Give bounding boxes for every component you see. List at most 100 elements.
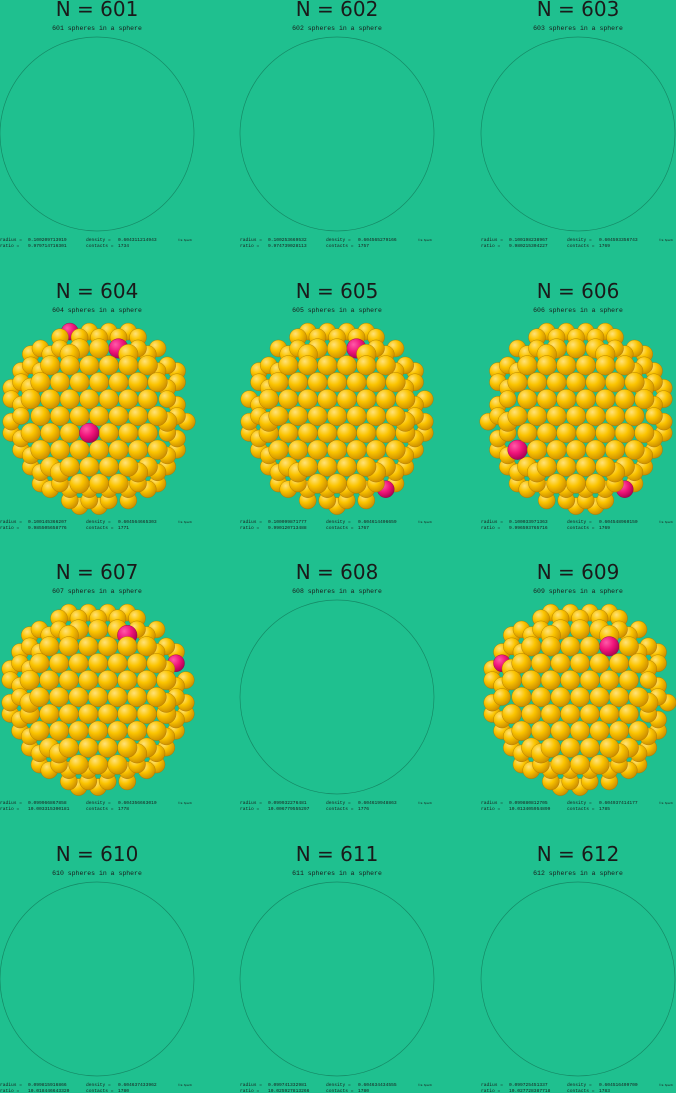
contacts-label: contacts = (567, 806, 595, 812)
sphere (97, 636, 118, 657)
sphere-packing (2, 322, 196, 515)
sphere (556, 456, 577, 477)
density-value: 0.604565279166 (358, 237, 397, 243)
radius-label: radius = (481, 519, 503, 525)
contacts-value: 1757 (358, 243, 369, 249)
sphere (268, 372, 289, 393)
sphere (30, 405, 51, 426)
sphere (118, 422, 139, 443)
sphere (565, 405, 586, 426)
sphere (79, 389, 100, 410)
contacts-label: contacts = (567, 525, 595, 531)
sphere (550, 686, 571, 707)
sphere (126, 720, 147, 741)
sphere (585, 473, 606, 494)
sphere (317, 456, 338, 477)
contacts-label: contacts = (326, 1088, 354, 1093)
radius-label: radius = (481, 237, 503, 243)
ratio-value: 9.979714716301 (28, 243, 67, 249)
sphere (531, 653, 552, 674)
panel-title: N = 611 (296, 842, 379, 866)
panel: N = 603 603 spheres in a sphere radius = 0.… (480, 0, 676, 249)
sphere (645, 407, 663, 425)
density-label: density = (567, 1082, 592, 1088)
credit: © E. Specht (178, 801, 192, 805)
sphere (108, 439, 129, 460)
sphere (50, 372, 71, 393)
sphere (511, 653, 532, 674)
panel-subtitle: 608 spheres in a sphere (292, 588, 382, 595)
sphere (569, 653, 590, 674)
sphere (78, 703, 99, 724)
sphere (307, 473, 328, 494)
sphere (565, 372, 586, 393)
sphere (624, 372, 645, 393)
sphere (579, 703, 600, 724)
sphere (536, 355, 557, 376)
contacts-value: 1771 (118, 525, 129, 531)
contacts-value: 1785 (599, 806, 610, 812)
panel-subtitle: 612 spheres in a sphere (533, 870, 623, 877)
sphere (550, 720, 571, 741)
sphere (493, 688, 511, 706)
sphere (375, 389, 396, 410)
radius-label: radius = (0, 1082, 22, 1088)
sphere (346, 439, 367, 460)
sphere (589, 720, 610, 741)
credit: © E. Specht (178, 238, 192, 242)
sphere (521, 703, 542, 724)
sphere (39, 670, 60, 691)
sphere (68, 754, 89, 775)
sphere (521, 636, 542, 657)
sphere (546, 405, 567, 426)
sphere (268, 439, 289, 460)
sphere (87, 754, 108, 775)
sphere (614, 389, 635, 410)
sphere (569, 720, 590, 741)
sphere (288, 405, 309, 426)
sphere (69, 439, 90, 460)
sphere (634, 422, 655, 443)
sphere (97, 703, 118, 724)
density-label: density = (567, 800, 592, 806)
sphere-packing (479, 322, 673, 515)
credit: © E. Specht (178, 1083, 192, 1087)
sphere (87, 686, 108, 707)
sphere (127, 439, 148, 460)
contacts-label: contacts = (86, 525, 114, 531)
sphere (365, 439, 386, 460)
sphere (356, 422, 377, 443)
sphere (546, 372, 567, 393)
sphere (68, 686, 89, 707)
ratio-value: 9.985505658776 (28, 525, 67, 531)
density-value: 0.604548960150 (599, 519, 638, 525)
sphere (385, 372, 406, 393)
sphere (595, 355, 616, 376)
sphere (608, 686, 629, 707)
sphere (108, 473, 129, 494)
sphere (317, 355, 338, 376)
sphere (614, 355, 635, 376)
panel-subtitle: 607 spheres in a sphere (52, 588, 142, 595)
sphere (608, 720, 629, 741)
sphere (385, 405, 406, 426)
density-label: density = (86, 1082, 111, 1088)
sphere (40, 422, 61, 443)
sphere (521, 670, 542, 691)
sphere (78, 636, 99, 657)
sphere (49, 686, 70, 707)
sphere (546, 473, 567, 494)
sphere (599, 737, 620, 758)
sphere (88, 473, 109, 494)
ratio-label: ratio = (481, 525, 501, 531)
sphere (579, 636, 600, 657)
ratio-value: 9.996593765716 (509, 525, 548, 531)
sphere (59, 355, 80, 376)
density-label: density = (326, 237, 351, 243)
sphere (79, 456, 100, 477)
sphere (550, 754, 571, 775)
sphere (536, 389, 557, 410)
sphere (579, 737, 600, 758)
sphere (560, 737, 581, 758)
